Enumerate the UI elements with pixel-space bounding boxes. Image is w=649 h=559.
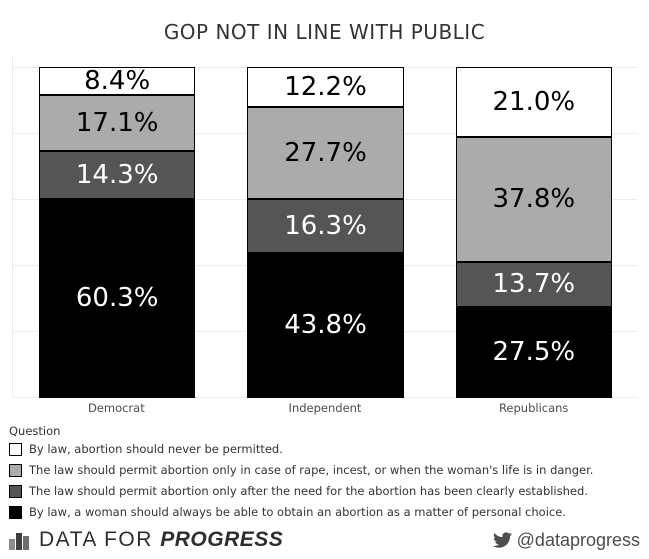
- legend-label: By law, a woman should always be able to…: [29, 505, 566, 519]
- bar-segment: 37.8%: [455, 136, 612, 262]
- footer: DATA FOR PROGRESS @dataprogress: [9, 523, 640, 557]
- segment-value-label: 16.3%: [284, 211, 367, 242]
- legend-label: The law should permit abortion only afte…: [29, 484, 588, 498]
- bar-segment: 60.3%: [39, 198, 196, 398]
- stacked-bar: 12.2% 27.7% 16.3% 43.8%: [247, 67, 404, 398]
- segment-value-label: 12.2%: [284, 72, 367, 103]
- stacked-bar: 8.4% 17.1% 14.3% 60.3%: [39, 65, 196, 398]
- bar-segment: 43.8%: [247, 252, 404, 398]
- segment-value-label: 13.7%: [492, 269, 576, 300]
- segment-value-label: 14.3%: [75, 159, 159, 190]
- legend-item: The law should permit abortion only afte…: [9, 484, 644, 498]
- stacked-bar: 21.0% 37.8% 13.7% 27.5%: [455, 67, 612, 398]
- twitter-bird-icon: [492, 532, 512, 548]
- brand-bold: PROGRESS: [160, 528, 284, 551]
- bar-chart-logo-icon: [9, 532, 29, 550]
- legend: Question By law, abortion should never b…: [9, 424, 644, 519]
- bar-column-republicans: 21.0% 37.8% 13.7% 27.5%: [430, 67, 638, 398]
- segment-value-label: 37.8%: [492, 184, 576, 215]
- legend-title: Question: [9, 424, 61, 438]
- legend-swatch: [9, 505, 22, 519]
- legend-swatch: [9, 442, 22, 456]
- twitter-handle: @dataprogress: [492, 529, 640, 551]
- bar-column-democrat: 8.4% 17.1% 14.3% 60.3%: [13, 67, 221, 398]
- segment-value-label: 27.7%: [284, 138, 367, 169]
- x-axis-label-democrat: Democrat: [87, 401, 145, 415]
- legend-swatch: [9, 484, 22, 498]
- legend-swatch: [9, 463, 22, 477]
- x-axis-label-independent: Independent: [288, 401, 362, 415]
- legend-label: By law, abortion should never be permitt…: [29, 442, 283, 456]
- plot-area: 8.4% 17.1% 14.3% 60.3% 12.2% 27.7% 16.3% 43.8% 2…: [12, 55, 638, 398]
- bar-segment: 14.3%: [39, 151, 196, 199]
- segment-value-label: 17.1%: [75, 108, 159, 139]
- twitter-handle-text: @dataprogress: [516, 529, 640, 550]
- legend-label: The law should permit abortion only in c…: [29, 463, 594, 477]
- segment-value-label: 27.5%: [492, 337, 576, 368]
- legend-item: By law, abortion should never be permitt…: [9, 442, 644, 456]
- bar-segment: 12.2%: [247, 67, 404, 108]
- legend-items: By law, abortion should never be permitt…: [9, 442, 644, 519]
- bar-segment: 16.3%: [247, 199, 404, 253]
- segment-value-label: 60.3%: [75, 283, 159, 314]
- bar-column-independent: 12.2% 27.7% 16.3% 43.8%: [221, 67, 429, 398]
- brand-text: DATA FOR PROGRESS: [39, 528, 283, 552]
- stacked-bars: 8.4% 17.1% 14.3% 60.3% 12.2% 27.7% 16.3% 43.8% 2…: [13, 67, 638, 398]
- bar-segment: 27.7%: [247, 107, 404, 200]
- bar-segment: 27.5%: [455, 306, 612, 398]
- bar-segment: 21.0%: [455, 67, 612, 137]
- x-axis-label-republicans: Republicans: [498, 401, 569, 415]
- bar-segment: 8.4%: [39, 65, 196, 96]
- segment-value-label: 43.8%: [284, 310, 367, 341]
- legend-item: By law, a woman should always be able to…: [9, 505, 644, 519]
- bar-segment: 17.1%: [39, 94, 196, 152]
- legend-item: The law should permit abortion only in c…: [9, 463, 644, 477]
- chart-title: GOP NOT IN LINE WITH PUBLIC: [163, 20, 486, 44]
- brand-logo: DATA FOR PROGRESS: [9, 528, 283, 552]
- segment-value-label: 8.4%: [84, 65, 151, 96]
- brand-regular: DATA FOR: [39, 528, 153, 551]
- bar-segment: 13.7%: [455, 261, 612, 307]
- segment-value-label: 21.0%: [492, 86, 576, 117]
- x-axis-labels: Democrat Independent Republicans: [12, 401, 638, 415]
